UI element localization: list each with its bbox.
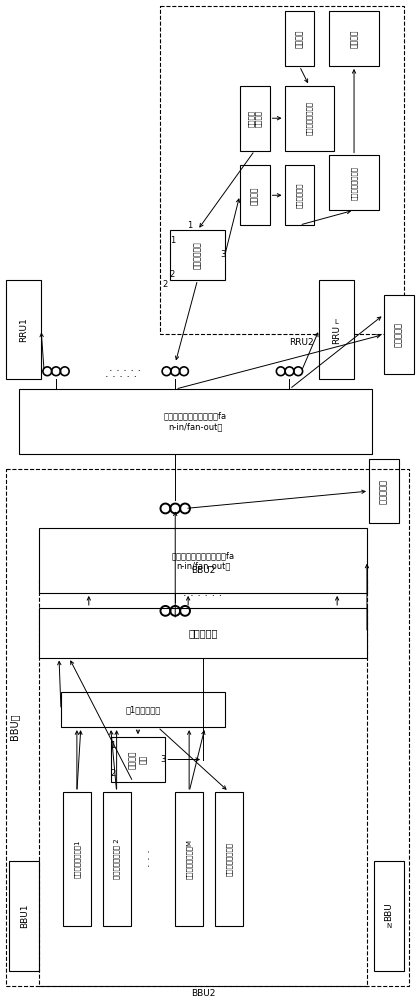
Bar [160,6,404,334]
Text: BBU2: BBU2 [191,989,215,998]
Bar [374,861,404,971]
Bar [215,792,243,926]
Bar [61,692,225,727]
Bar [39,578,367,986]
Text: 光信号发射机模块 2: 光信号发射机模块 2 [113,839,120,879]
Text: 3: 3 [220,250,226,259]
Bar [39,608,367,658]
Text: BBU1: BBU1 [20,904,29,928]
Text: 下变频与电放大器: 下变频与电放大器 [306,101,312,135]
Text: · · · · ·: · · · · · [110,366,142,376]
Text: 光滤波器: 光滤波器 [250,186,259,205]
Bar [284,165,314,225]
Text: 波长路由器: 波长路由器 [188,628,218,638]
Bar [384,295,414,374]
Text: · · · · · ·: · · · · · · [184,591,223,601]
Text: 第一光环
行器: 第一光环 行器 [128,750,148,769]
Bar [170,230,225,280]
Text: 上变频与电放大器: 上变频与电放大器 [351,166,357,200]
Text: · · · · ·: · · · · · [105,372,136,382]
Text: BBU2: BBU2 [191,566,215,575]
Text: 分布式光纤: 分布式光纤 [394,322,403,347]
Text: RRU1: RRU1 [19,317,28,342]
Text: 2: 2 [110,769,115,778]
Text: BBU: BBU [384,902,393,921]
Text: 光信号发射机模块1: 光信号发射机模块1 [74,840,80,878]
Text: 上行信号接收模块: 上行信号接收模块 [226,842,232,876]
Bar [369,459,399,523]
Text: 3: 3 [160,755,166,764]
Text: 发射天线: 发射天线 [349,29,359,48]
Bar [6,469,409,986]
Bar [329,155,379,210]
Text: 第二多芯光纤耦合单元（fa
n-in/fan-out）: 第二多芯光纤耦合单元（fa n-in/fan-out） [164,412,227,431]
Bar [110,737,165,782]
Text: BBU池: BBU池 [9,714,19,740]
Bar [63,792,91,926]
Text: 2: 2 [170,270,175,279]
Text: 1: 1 [110,741,115,750]
Bar [284,86,334,151]
Bar [284,11,314,66]
Text: RRU: RRU [332,325,341,344]
Text: 第一多芯光纤耦合单元（fa
n-in/fan-out）: 第一多芯光纤耦合单元（fa n-in/fan-out） [171,551,235,570]
Text: 光信号发射机模块M: 光信号发射机模块M [186,839,192,879]
Bar [9,861,39,971]
Text: 第二光环行器: 第二光环行器 [193,241,202,269]
Text: 接收天线: 接收天线 [295,29,304,48]
Text: 第1波分复用器: 第1波分复用器 [125,705,160,714]
Text: 馈线式光纤: 馈线式光纤 [379,479,388,504]
Bar [319,280,354,379]
Text: N: N [386,923,391,929]
Bar [19,389,372,454]
Text: 1: 1 [170,236,175,245]
Bar [329,11,379,66]
Text: L: L [335,319,339,325]
Bar [240,86,270,151]
Text: 1: 1 [187,221,192,230]
Text: 2: 2 [163,280,168,289]
Bar [6,280,41,379]
Bar [240,165,270,225]
Bar [39,528,367,593]
Text: · · ·: · · · [145,850,155,867]
Bar [103,792,131,926]
Text: 光电探测模块: 光电探测模块 [296,183,303,208]
Text: 上行光信
号发射机: 上行光信 号发射机 [248,110,262,127]
Text: RRU2: RRU2 [289,338,314,347]
Bar [175,792,203,926]
